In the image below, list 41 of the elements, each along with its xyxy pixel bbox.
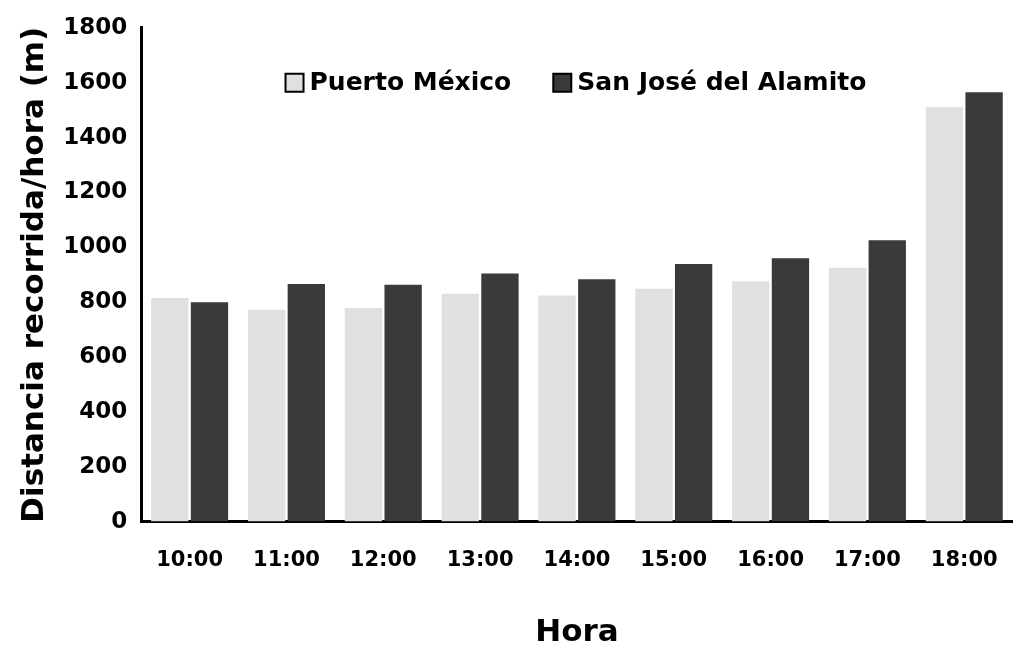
- legend-label: San José del Alamito: [577, 67, 867, 97]
- bar: [441, 293, 479, 522]
- x-tick-label: 16:00: [737, 546, 805, 571]
- x-tick-label: 14:00: [543, 546, 611, 571]
- bar: [732, 281, 770, 522]
- y-tick-label: 800: [79, 287, 128, 314]
- y-tick-label: 200: [79, 451, 128, 478]
- bar: [247, 309, 286, 522]
- bar: [481, 273, 519, 522]
- bar: [384, 284, 422, 522]
- x-tick-label: 12:00: [349, 546, 417, 571]
- y-tick-label: 1200: [63, 177, 128, 204]
- bar: [828, 267, 867, 522]
- x-tick-label: 13:00: [446, 546, 514, 571]
- x-tick-label: 18:00: [930, 546, 998, 571]
- x-tick-label: 17:00: [833, 546, 901, 571]
- y-tick-label: 1400: [63, 122, 128, 149]
- bar: [344, 307, 383, 522]
- y-axis-title: Distancia recorrida/hora (m): [13, 26, 50, 523]
- x-axis-title: Hora: [535, 612, 619, 649]
- bar: [635, 288, 673, 522]
- bar: [578, 279, 616, 522]
- y-tick-label: 400: [79, 396, 128, 423]
- x-tick-label: 11:00: [253, 546, 320, 571]
- y-tick-label: 0: [111, 506, 128, 533]
- bar: [965, 92, 1003, 522]
- y-tick-label: 600: [79, 341, 128, 368]
- y-tick-label: 1800: [63, 12, 128, 39]
- x-tick-label: 15:00: [640, 546, 708, 571]
- bar: [151, 298, 189, 522]
- y-tick-label: 1000: [63, 232, 128, 259]
- bar: [538, 295, 576, 522]
- bar: [190, 302, 229, 522]
- bar: [771, 258, 810, 522]
- bar: [287, 284, 325, 522]
- x-tick-label: 10:00: [156, 546, 224, 571]
- bar: [925, 107, 964, 522]
- bar: [674, 264, 713, 522]
- bar: [868, 240, 906, 522]
- y-tick-label: 1600: [63, 67, 128, 94]
- legend-label: Puerto México: [309, 67, 512, 97]
